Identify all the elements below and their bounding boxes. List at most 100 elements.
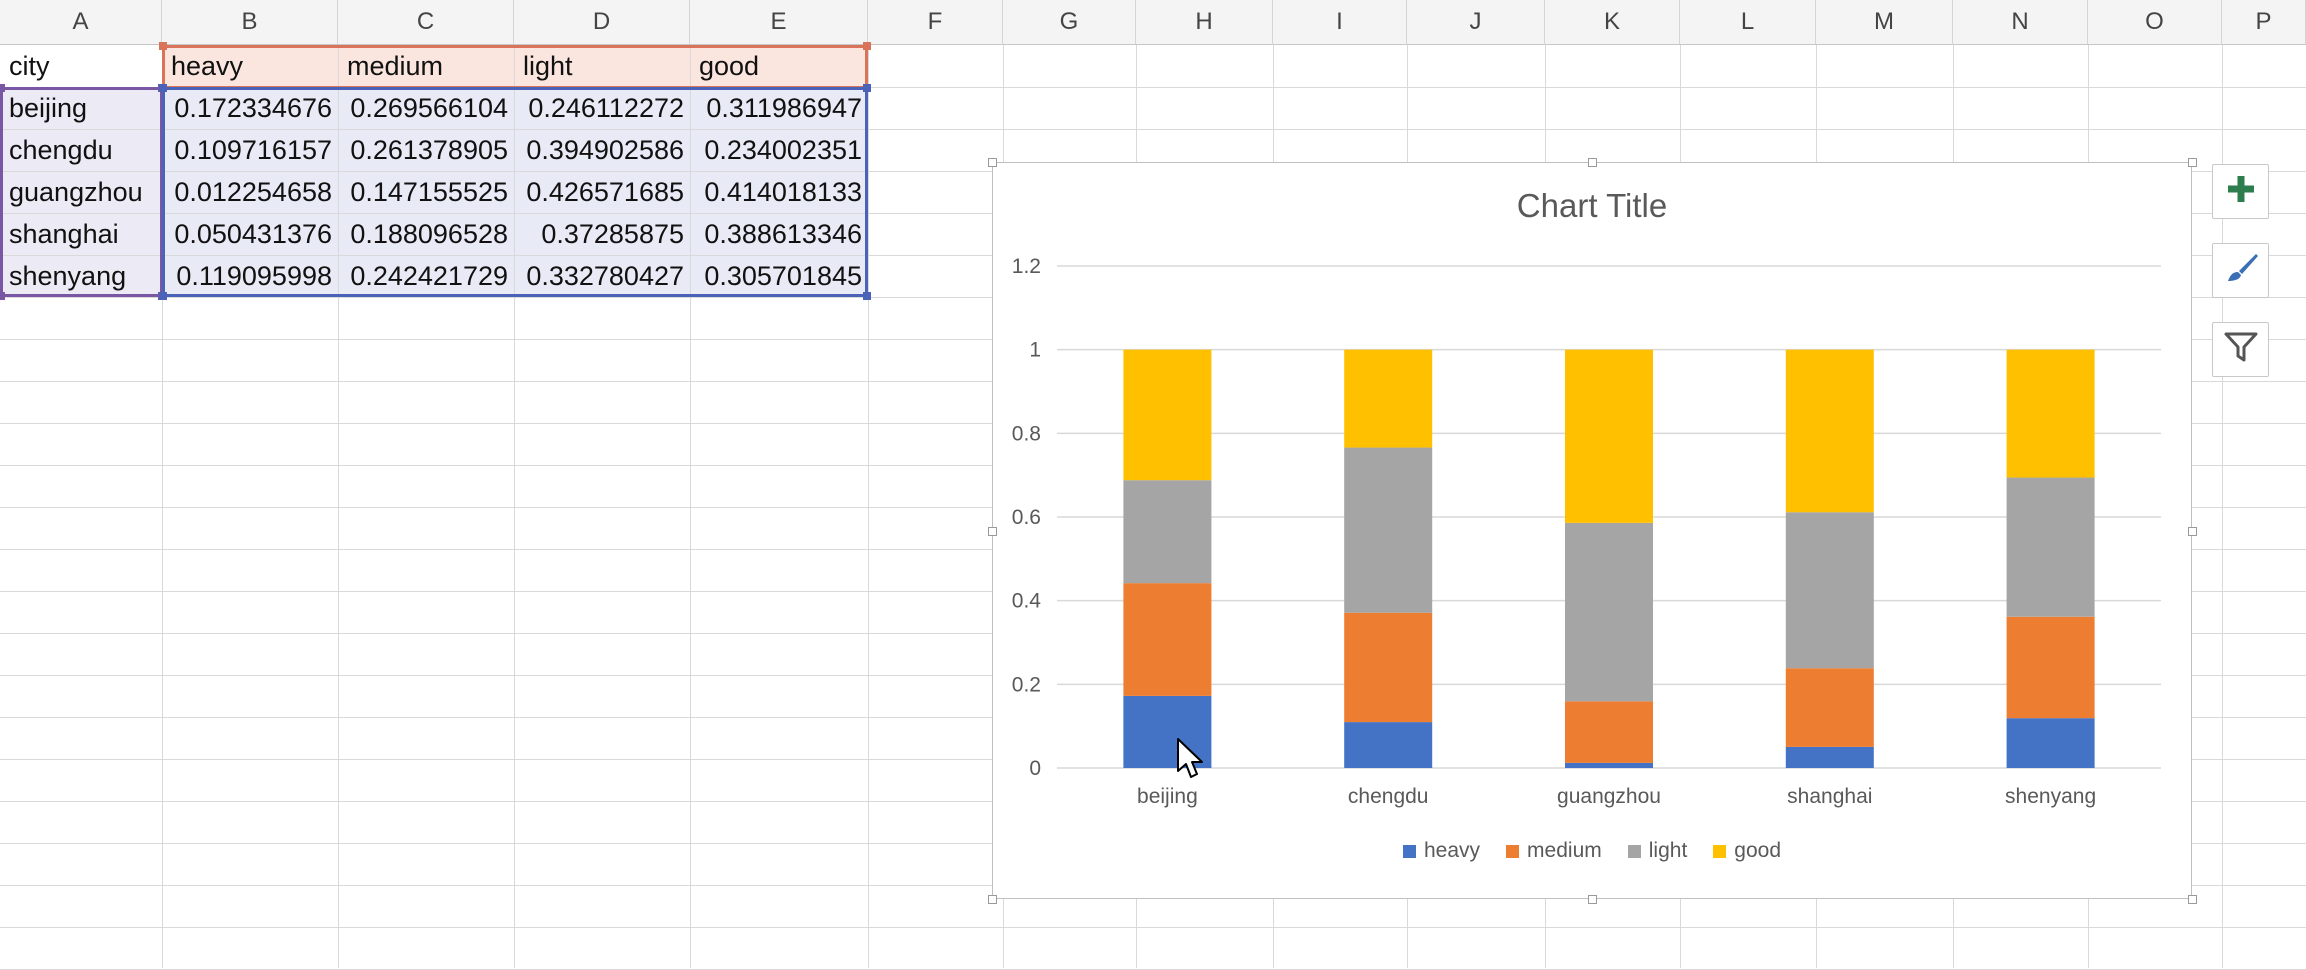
legend-item-light[interactable]: light [1627,839,1687,863]
bar-segment-good[interactable] [1344,349,1433,448]
city-name-cell[interactable]: chengdu [1,130,162,171]
x-tick-label[interactable]: shenyang [2005,785,2096,808]
value-cell[interactable]: 0.012254658 [163,172,338,213]
y-tick-label[interactable]: 0.4 [1012,590,1042,613]
chart-legend[interactable]: heavy medium light good [993,839,2191,863]
column-header-a[interactable]: A [0,0,162,45]
x-tick-label[interactable]: shanghai [1787,785,1872,808]
column-label-cell[interactable]: light [515,46,690,87]
chart-resize-handle[interactable] [988,526,997,536]
chart-resize-handle[interactable] [2188,895,2197,904]
chart-elements-button[interactable] [2212,164,2269,219]
value-cell[interactable]: 0.119095998 [163,256,338,297]
value-cell[interactable]: 0.388613346 [691,214,868,255]
bar-segment-medium[interactable] [1565,701,1653,763]
y-tick-label[interactable]: 0.8 [1012,422,1041,445]
chart-resize-handle[interactable] [1588,158,1597,167]
column-label-cell[interactable]: heavy [163,46,338,87]
bar-segment-medium[interactable] [1123,583,1212,696]
chart-resize-handle[interactable] [2188,158,2197,167]
value-cell[interactable]: 0.188096528 [339,214,514,255]
bar-segment-good[interactable] [1565,349,1653,523]
bar-segment-heavy[interactable] [1344,722,1433,768]
bar-segment-light[interactable] [1344,447,1433,613]
x-tick-label[interactable]: guangzhou [1557,785,1661,808]
value-cell[interactable]: 0.394902586 [515,130,690,171]
bar-segment-good[interactable] [1785,349,1874,513]
city-name-cell[interactable]: beijing [1,88,162,129]
column-label-cell[interactable]: medium [339,46,514,87]
column-header-h[interactable]: H [1136,0,1273,45]
column-header-k[interactable]: K [1545,0,1680,45]
bar-segment-light[interactable] [1565,522,1653,702]
value-cell[interactable]: 0.305701845 [691,256,868,297]
column-header-i[interactable]: I [1273,0,1407,45]
chart-title[interactable]: Chart Title [1516,187,1668,224]
value-cell[interactable]: 0.242421729 [339,256,514,297]
legend-swatch [1403,844,1416,858]
city-name-cell[interactable]: shenyang [1,256,162,297]
x-tick-label[interactable]: chengdu [1348,785,1429,808]
value-cell[interactable]: 0.234002351 [691,130,868,171]
bar-segment-good[interactable] [1123,349,1212,481]
bar-segment-heavy[interactable] [1785,746,1874,768]
column-header-b[interactable]: B [162,0,338,45]
column-header-m[interactable]: M [1816,0,1953,45]
column-label-cell[interactable]: good [691,46,868,87]
column-header-n[interactable]: N [1953,0,2088,45]
value-cell[interactable]: 0.332780427 [515,256,690,297]
bar-segment-heavy[interactable] [2006,718,2095,768]
legend-item-good[interactable]: good [1713,839,1781,863]
bar-segment-good[interactable] [2006,349,2095,478]
bar-segment-light[interactable] [2006,477,2095,617]
column-header-l[interactable]: L [1680,0,1816,45]
column-header-c[interactable]: C [338,0,514,45]
bar-segment-light[interactable] [1123,480,1212,584]
chart-resize-handle[interactable] [988,158,997,167]
y-tick-label[interactable]: 0 [1029,757,1041,780]
y-tick-label[interactable]: 1.2 [1012,255,1041,278]
y-tick-label[interactable]: 1 [1029,339,1041,362]
bar-segment-medium[interactable] [1785,668,1874,747]
value-cell[interactable]: 0.37285875 [515,214,690,255]
column-header-o[interactable]: O [2088,0,2222,45]
legend-swatch [1713,844,1727,858]
column-label-cell[interactable]: city [9,51,50,81]
y-tick-label[interactable]: 0.2 [1012,673,1041,696]
value-cell[interactable]: 0.246112272 [515,88,690,129]
legend-item-medium[interactable]: medium [1506,839,1602,863]
chart-resize-handle[interactable] [988,895,997,904]
column-header-g[interactable]: G [1003,0,1136,45]
plot-area[interactable]: 0 0.2 0.4 0.6 0.8 1 1.2 beijing chengdu guangzhou… [993,163,2191,898]
value-cell[interactable]: 0.109716157 [163,130,338,171]
value-cell[interactable]: 0.426571685 [515,172,690,213]
x-tick-label[interactable]: beijing [1137,785,1198,808]
bar-segment-medium[interactable] [2006,616,2095,719]
value-cell[interactable]: 0.172334676 [163,88,338,129]
bar-segment-light[interactable] [1785,512,1874,669]
bar-segment-heavy[interactable] [1565,762,1653,768]
gridline [0,87,2306,88]
column-header-d[interactable]: D [514,0,690,45]
chart-filters-button[interactable] [2212,322,2269,377]
column-header-e[interactable]: E [690,0,868,45]
stacked-column-chart[interactable]: Chart Title 0 0.2 0.4 0.6 0.8 1 1.2 beijing chen… [988,158,2197,904]
column-header-p[interactable]: P [2222,0,2306,45]
value-cell[interactable]: 0.311986947 [691,88,868,129]
city-name-cell[interactable]: shanghai [1,214,162,255]
value-cell[interactable]: 0.050431376 [163,214,338,255]
value-cell[interactable]: 0.414018133 [691,172,868,213]
chart-styles-button[interactable] [2212,243,2269,298]
bar-segment-medium[interactable] [1344,612,1433,723]
column-header-f[interactable]: F [868,0,1003,45]
gridline [0,129,2306,130]
chart-resize-handle[interactable] [2188,526,2197,536]
y-tick-label[interactable]: 0.6 [1012,506,1041,529]
city-name-cell[interactable]: guangzhou [1,172,162,213]
column-header-j[interactable]: J [1407,0,1545,45]
value-cell[interactable]: 0.261378905 [339,130,514,171]
legend-item-heavy[interactable]: heavy [1403,839,1480,863]
chart-resize-handle[interactable] [1588,895,1597,904]
value-cell[interactable]: 0.269566104 [339,88,514,129]
value-cell[interactable]: 0.147155525 [339,172,514,213]
